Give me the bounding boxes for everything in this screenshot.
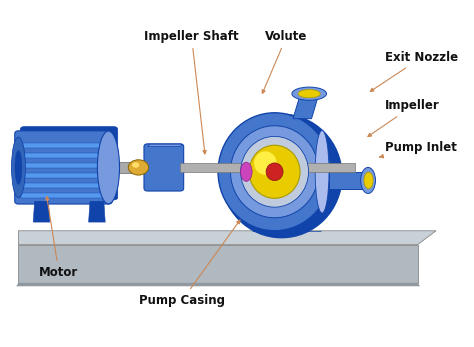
Ellipse shape <box>315 130 329 213</box>
Text: Impeller Shaft: Impeller Shaft <box>144 30 239 154</box>
Polygon shape <box>33 201 50 222</box>
Text: Volute: Volute <box>262 30 308 93</box>
Ellipse shape <box>364 172 373 189</box>
Polygon shape <box>89 201 105 222</box>
Text: Pump Inlet: Pump Inlet <box>380 141 457 158</box>
Ellipse shape <box>240 162 252 181</box>
FancyBboxPatch shape <box>20 127 118 200</box>
Bar <box>21 143 106 148</box>
Bar <box>115 162 157 173</box>
Bar <box>21 163 106 168</box>
Bar <box>21 193 106 198</box>
Text: Impeller: Impeller <box>368 99 440 136</box>
Ellipse shape <box>254 151 277 175</box>
Ellipse shape <box>218 113 331 231</box>
Ellipse shape <box>15 151 22 184</box>
FancyBboxPatch shape <box>144 144 183 191</box>
Polygon shape <box>148 144 182 147</box>
Ellipse shape <box>266 163 283 180</box>
Polygon shape <box>18 231 436 245</box>
Polygon shape <box>16 283 420 286</box>
Bar <box>180 163 356 172</box>
Text: Pump Casing: Pump Casing <box>139 220 240 307</box>
Ellipse shape <box>292 87 327 100</box>
Ellipse shape <box>298 90 320 98</box>
Bar <box>21 183 106 188</box>
Bar <box>21 173 106 178</box>
Ellipse shape <box>220 113 343 238</box>
Ellipse shape <box>249 145 300 198</box>
Polygon shape <box>293 95 319 119</box>
Circle shape <box>128 160 149 175</box>
Ellipse shape <box>361 168 375 194</box>
Circle shape <box>132 162 139 168</box>
Ellipse shape <box>11 137 26 198</box>
Bar <box>21 153 106 158</box>
Bar <box>329 172 368 189</box>
Ellipse shape <box>97 131 119 204</box>
Ellipse shape <box>230 126 319 218</box>
FancyBboxPatch shape <box>15 131 112 204</box>
Text: Exit Nozzle: Exit Nozzle <box>370 51 458 92</box>
Ellipse shape <box>241 136 309 207</box>
Text: Motor: Motor <box>39 196 79 279</box>
Polygon shape <box>18 245 418 283</box>
